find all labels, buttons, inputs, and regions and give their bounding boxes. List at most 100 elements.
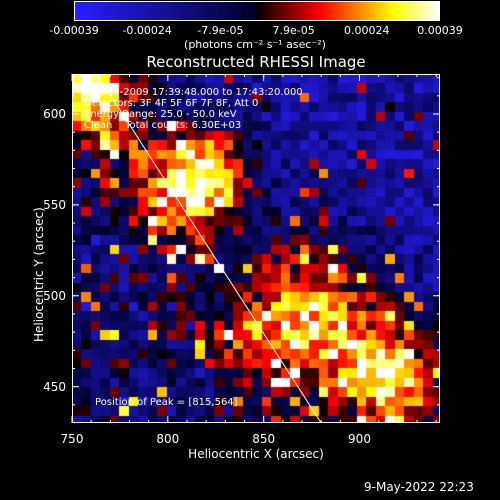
colorbar-swatch (390, 1, 393, 21)
colorbar-swatch (430, 1, 433, 21)
colorbar-swatch (106, 1, 109, 21)
colorbar-swatch (360, 1, 363, 21)
colorbar-swatch (324, 1, 327, 21)
colorbar-swatch (240, 1, 243, 21)
annotation-energy-range: Energy Range: 25.0 - 50.0 keV (84, 109, 237, 120)
colorbar-tick-label: 7.9e-05 (272, 24, 315, 37)
colorbar-swatch (96, 1, 99, 21)
colorbar-swatch (346, 1, 349, 21)
x-tick-label: 900 (348, 432, 371, 446)
colorbar-swatch (148, 1, 151, 21)
colorbar-swatch (224, 1, 227, 21)
colorbar-swatch (94, 1, 97, 21)
colorbar-swatch (292, 1, 295, 21)
colorbar-swatch (312, 1, 315, 21)
colorbar-swatch (114, 1, 117, 21)
colorbar-swatch (332, 1, 335, 21)
colorbar-swatch (146, 1, 149, 21)
y-tick-label: 550 (43, 197, 66, 212)
colorbar-swatch (122, 1, 125, 21)
colorbar-swatch (384, 1, 387, 21)
colorbar-swatch (416, 1, 419, 21)
colorbar-swatch (244, 1, 247, 21)
solar-limb-line (96, 74, 322, 423)
colorbar-tick-label: -0.00039 (49, 24, 99, 37)
colorbar-swatch (116, 1, 119, 21)
colorbar-swatch (258, 1, 261, 21)
y-tick-label: 450 (43, 379, 66, 394)
colorbar-swatch (180, 1, 183, 21)
colorbar-swatch (194, 1, 197, 21)
colorbar-swatch (376, 1, 379, 21)
colorbar-swatch (128, 1, 131, 21)
colorbar-swatch (372, 1, 375, 21)
colorbar-swatch (286, 1, 289, 21)
colorbar-swatch (368, 1, 371, 21)
colorbar-swatch (422, 1, 425, 21)
colorbar-swatch (250, 1, 253, 21)
x-tick-label: 750 (60, 432, 84, 446)
colorbar-swatch (192, 1, 195, 21)
colorbar-swatch (124, 1, 127, 21)
colorbar-swatch (162, 1, 165, 21)
colorbar-swatch (402, 1, 405, 21)
colorbar-swatch (252, 1, 255, 21)
chart-title: Reconstructed RHESSI Image (146, 53, 366, 71)
colorbar-swatch (336, 1, 339, 21)
colorbar-swatch (426, 1, 429, 21)
colorbar-swatch (296, 1, 299, 21)
colorbar-swatch (228, 1, 231, 21)
colorbar-swatch (84, 1, 87, 21)
colorbar-swatch (420, 1, 423, 21)
colorbar-swatch (260, 1, 263, 21)
colorbar-swatch (144, 1, 147, 21)
colorbar-swatch (248, 1, 251, 21)
colorbar-swatch (212, 1, 215, 21)
colorbar-swatch (370, 1, 373, 21)
colorbar-swatch (358, 1, 361, 21)
colorbar-swatch (200, 1, 203, 21)
colorbar-swatch (424, 1, 427, 21)
colorbar-swatch (208, 1, 211, 21)
colorbar-swatch (92, 1, 95, 21)
colorbar-swatch (176, 1, 179, 21)
y-tick-label: 500 (43, 288, 66, 303)
colorbar-swatch (218, 1, 221, 21)
colorbar-tick-label: -0.00024 (122, 24, 172, 37)
heatmap-image (72, 74, 440, 423)
colorbar-swatch (436, 1, 439, 21)
colorbar-swatch (380, 1, 383, 21)
colorbar (74, 1, 440, 21)
colorbar-swatch (204, 1, 207, 21)
x-tick-label: 850 (252, 432, 276, 446)
colorbar-swatch (184, 1, 187, 21)
colorbar-swatch (150, 1, 153, 21)
colorbar-swatch (216, 1, 219, 21)
colorbar-swatch (408, 1, 411, 21)
colorbar-swatch (160, 1, 163, 21)
colorbar-swatch (348, 1, 351, 21)
colorbar-swatch (190, 1, 193, 21)
colorbar-swatch (362, 1, 365, 21)
colorbar-tick-label: 0.00024 (344, 24, 390, 37)
colorbar-swatch (274, 1, 277, 21)
colorbar-swatch (338, 1, 341, 21)
colorbar-swatch (310, 1, 313, 21)
colorbar-swatch (186, 1, 189, 21)
colorbar-swatch (210, 1, 213, 21)
colorbar-swatch (120, 1, 123, 21)
colorbar-swatch (196, 1, 199, 21)
colorbar-swatch (300, 1, 303, 21)
colorbar-swatch (232, 1, 235, 21)
colorbar-units: (photons cm⁻² s⁻¹ asec⁻²) (184, 38, 326, 51)
colorbar-swatch (344, 1, 347, 21)
colorbar-swatch (152, 1, 155, 21)
colorbar-swatch (334, 1, 337, 21)
colorbar-swatch (434, 1, 437, 21)
colorbar-swatch (182, 1, 185, 21)
colorbar-swatch (268, 1, 271, 21)
colorbar-swatch (154, 1, 157, 21)
colorbar-swatch (164, 1, 167, 21)
colorbar-swatch (396, 1, 399, 21)
